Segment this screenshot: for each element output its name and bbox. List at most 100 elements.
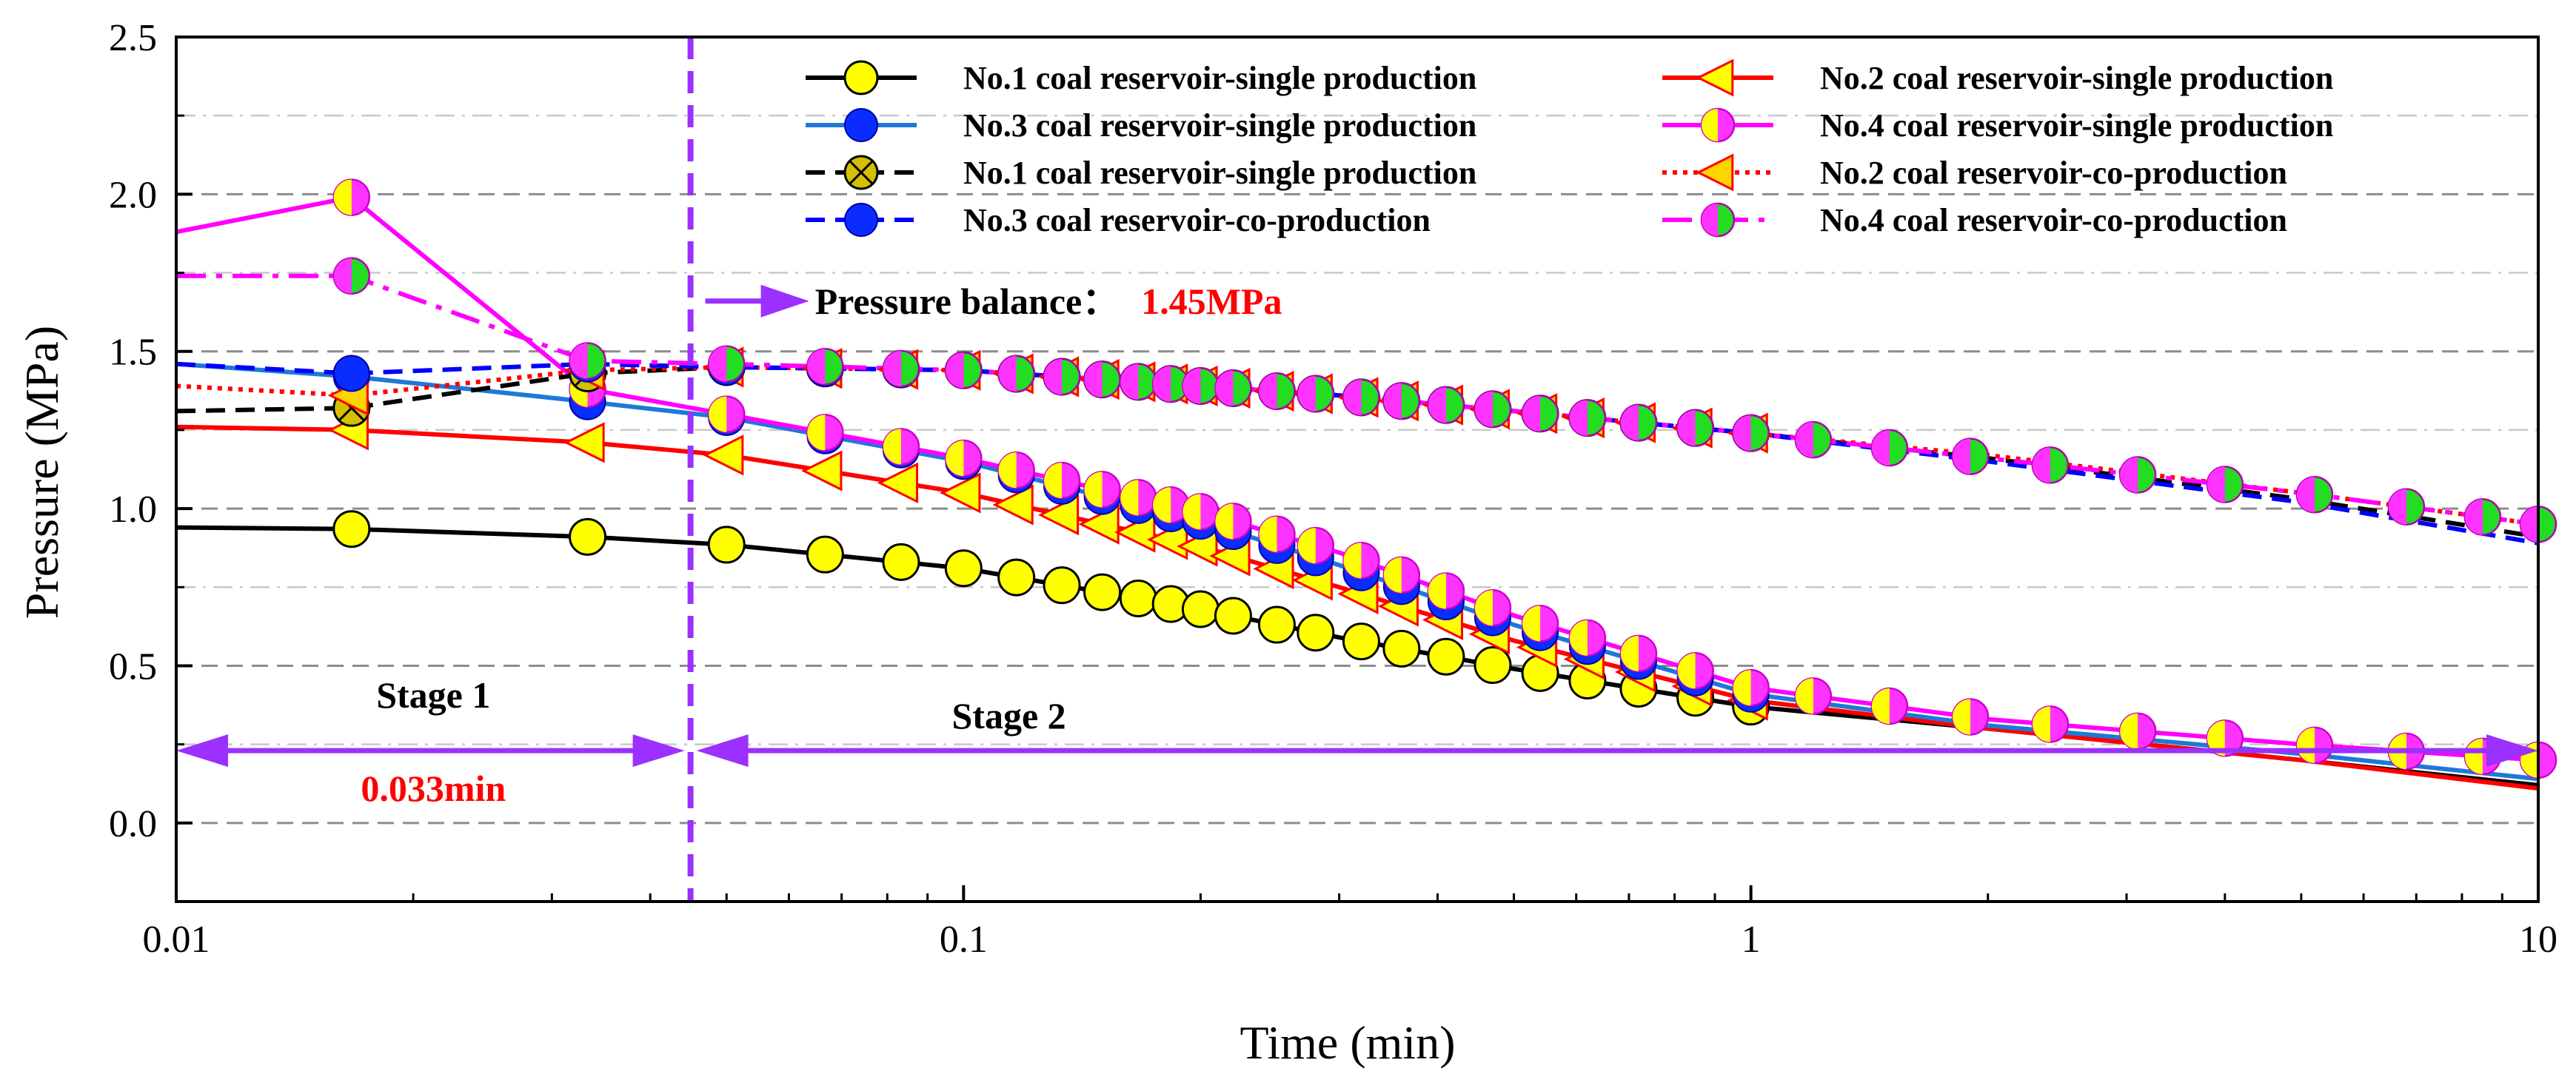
series-4-marker bbox=[1342, 542, 1380, 580]
series-1-marker bbox=[1181, 590, 1220, 628]
series-1-marker bbox=[1043, 566, 1081, 605]
series-8-marker bbox=[332, 257, 371, 295]
series-8-marker bbox=[1473, 390, 1512, 429]
series-7-marker bbox=[332, 355, 370, 392]
series-8-marker bbox=[569, 342, 606, 380]
series-2-marker bbox=[940, 472, 981, 514]
series-8-marker bbox=[1794, 420, 1833, 459]
series-1-marker bbox=[1119, 579, 1157, 617]
legend-item: No.4 coal reservoir-co-production bbox=[1662, 202, 2287, 238]
series-1-marker bbox=[1214, 597, 1252, 635]
stage1-arrow-right-head bbox=[632, 734, 685, 768]
stage2-label: Stage 2 bbox=[952, 695, 1066, 736]
series-4-marker bbox=[1382, 556, 1421, 594]
series-8-marker bbox=[1083, 360, 1121, 398]
series-8-marker bbox=[2387, 488, 2426, 526]
stage1-label: Stage 1 bbox=[376, 674, 490, 716]
series-4-marker bbox=[332, 178, 371, 216]
y-tick-label: 1.5 bbox=[109, 332, 157, 374]
series-1-marker bbox=[1382, 629, 1421, 668]
series-4-marker bbox=[1151, 486, 1190, 524]
series-2-marker bbox=[992, 484, 1034, 526]
stage-annotations: Stage 1 0.033min Stage 2 Pressure balance： 1… bbox=[176, 37, 2538, 902]
series-1-marker bbox=[944, 549, 983, 588]
series-4-marker bbox=[1120, 479, 1157, 517]
y-tick-label: 2.0 bbox=[109, 174, 157, 216]
stage1-arrow-left-head bbox=[176, 734, 228, 768]
series-4-marker bbox=[882, 428, 920, 466]
series-4-marker bbox=[806, 414, 844, 452]
series-4-marker bbox=[1870, 687, 1909, 725]
legend-item: No.2 coal reservoir-co-production bbox=[1662, 153, 2287, 192]
series-8-marker bbox=[1258, 372, 1296, 410]
series-4-marker bbox=[1182, 493, 1220, 531]
x-tick-labels: 0.01 0.1 1 10 bbox=[143, 919, 2558, 961]
series-8-marker bbox=[2295, 476, 2334, 514]
legend-swatch-marker bbox=[1700, 202, 1736, 238]
series-8-marker bbox=[1568, 399, 1607, 437]
legend-swatch-marker bbox=[1696, 153, 1734, 192]
series-8-marker bbox=[1676, 409, 1714, 447]
series-8-marker bbox=[945, 351, 983, 389]
pressure-balance-label-text: Pressure balance： bbox=[815, 281, 1120, 322]
series-8-marker bbox=[1342, 378, 1380, 417]
series-8-marker bbox=[1151, 365, 1190, 403]
x-tick-label: 0.1 bbox=[940, 919, 988, 961]
series-4-marker bbox=[1732, 668, 1770, 707]
legend-item: No.3 coal reservoir-single production bbox=[806, 107, 1476, 144]
series-8-marker bbox=[1297, 375, 1335, 413]
series-1-marker bbox=[1297, 614, 1335, 652]
series-4-marker bbox=[2031, 705, 2070, 743]
legend-item: No.1 coal reservoir-single production bbox=[806, 60, 1476, 96]
series-lines bbox=[175, 195, 2539, 791]
series-1-marker bbox=[1427, 637, 1465, 676]
stage2-arrow-left-head bbox=[696, 734, 749, 768]
legend-swatch-marker bbox=[1700, 107, 1736, 143]
series-4-marker bbox=[1427, 572, 1465, 610]
legend-label: No.4 coal reservoir-co-production bbox=[1820, 202, 2287, 238]
series-4-marker bbox=[1521, 605, 1559, 642]
series-4-marker bbox=[1794, 677, 1833, 715]
series-2-marker bbox=[1037, 494, 1080, 536]
series-8-marker bbox=[707, 345, 746, 383]
series-8-marker bbox=[1521, 395, 1559, 432]
y-axis-title: Pressure (MPa) bbox=[16, 326, 68, 619]
series-8-marker bbox=[1732, 414, 1770, 452]
x-tick-label: 0.01 bbox=[143, 919, 210, 961]
series-2-marker bbox=[1078, 503, 1120, 545]
legend-label: No.3 coal reservoir-co-production bbox=[963, 202, 1431, 238]
series-8-marker bbox=[1427, 386, 1465, 424]
series-4-marker bbox=[1568, 619, 1607, 657]
series-2-marker bbox=[703, 434, 744, 476]
pressure-balance-label: Pressure balance： 1.45MPa bbox=[815, 281, 1282, 322]
series-4-marker bbox=[1473, 588, 1512, 627]
series-4-marker bbox=[1258, 515, 1296, 553]
x-tick-label: 10 bbox=[2519, 919, 2557, 961]
legend-label: No.3 coal reservoir-single production bbox=[963, 107, 1476, 144]
series-1-marker bbox=[806, 535, 844, 574]
y-tick-labels: 0.0 0.5 1.0 1.5 2.0 2.5 bbox=[109, 17, 157, 845]
series-8-marker bbox=[882, 349, 920, 388]
series-8-marker bbox=[1619, 403, 1658, 442]
series-1-marker bbox=[882, 543, 920, 581]
series-8-marker bbox=[2463, 498, 2502, 536]
series-8-marker bbox=[1382, 382, 1421, 420]
series-8-marker bbox=[2031, 446, 2070, 484]
plot-border bbox=[175, 36, 2540, 903]
stage2-arrow-right-head bbox=[2486, 734, 2538, 768]
pressure-balance-value: 1.45MPa bbox=[1141, 281, 1282, 322]
legend-swatch-marker bbox=[1696, 58, 1734, 97]
plot-frame bbox=[175, 36, 2540, 903]
series-4-marker bbox=[997, 451, 1035, 489]
legend-swatch-marker bbox=[844, 108, 878, 142]
legend-item: No.1 coal reservoir-single production bbox=[806, 155, 1476, 191]
y-tick-label: 0.0 bbox=[109, 803, 157, 845]
series-4-marker bbox=[1297, 526, 1335, 565]
legend-label: No.1 coal reservoir-single production bbox=[963, 60, 1476, 96]
legend-item: No.3 coal reservoir-co-production bbox=[806, 202, 1431, 238]
series-4-marker bbox=[1951, 698, 1990, 736]
balance-arrow-head bbox=[760, 284, 809, 318]
series-4-marker bbox=[707, 395, 746, 433]
series-4-marker bbox=[945, 439, 983, 477]
series-4-marker bbox=[2295, 726, 2334, 765]
